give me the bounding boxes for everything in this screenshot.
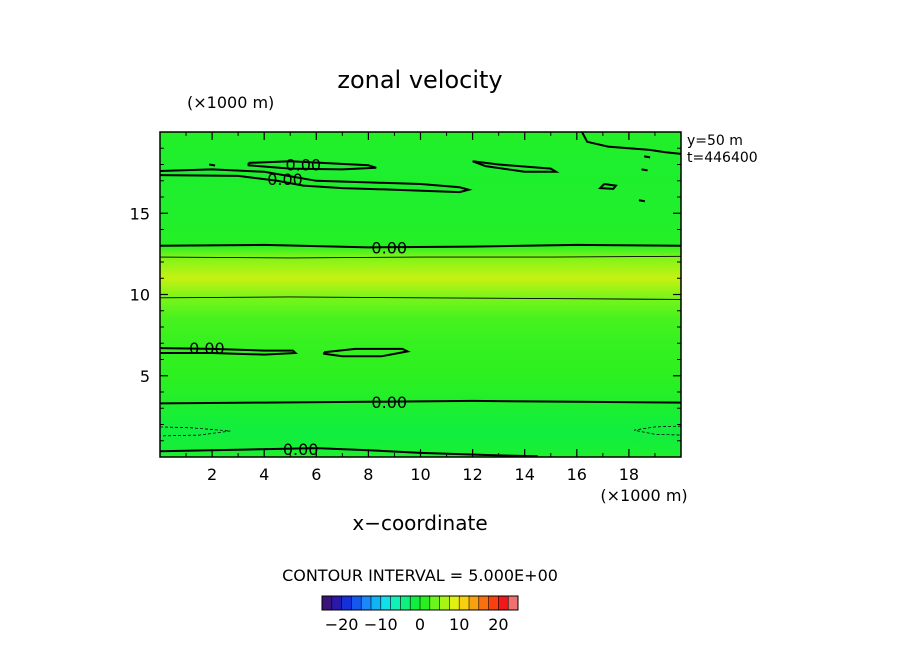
contour-label: 0.00 [371,238,407,257]
chart-title: zonal velocity [337,66,502,94]
contour-label: 0.00 [189,339,225,358]
colorbar-swatch [341,596,352,610]
colorbar-swatch [449,596,460,610]
contour-line-negative [160,426,231,437]
colorbar-swatch [420,596,431,610]
contour-label: 0.00 [371,393,407,412]
info-line: t=446400 [687,150,758,166]
contour-line-zero [581,132,681,155]
colorbar-swatch [331,596,342,610]
contour-line-fragment [638,199,646,203]
colorbar: −20 −10 0 10 20 [321,595,519,634]
colorbar-tick-label: −10 [364,615,398,634]
colorbar-tick-label: 0 [415,615,425,634]
contour-line-zero [160,243,681,249]
colorbar-tick-label: −20 [325,615,359,634]
contour-labels: 0.000.000.000.000.000.00 [189,156,407,459]
plot-info: y=50 mt=446400 [687,133,758,166]
colorbar-swatch [508,596,519,610]
contour-label: 0.00 [267,170,303,189]
contour-label: 0.00 [283,440,319,459]
info-line: y=50 m [687,133,743,149]
colorbar-swatch [371,596,382,610]
y-tick-label: 5 [140,367,150,386]
contour-line-negative [634,425,681,436]
colorbar-swatch [322,596,333,610]
x-tick-label: 4 [259,465,269,484]
contour-line-positive [160,255,681,259]
contour-line-fragment [643,155,651,159]
contour-line-zero [597,183,618,190]
y-tick-label: 10 [130,286,150,305]
colorbar-tick-label: 20 [488,615,508,634]
colorbar-swatch [439,596,450,610]
axes: 2 4 6 8 10 12 14 16 18 5 10 15 [130,132,681,484]
x-tick-label: 10 [410,465,430,484]
contour-line-zero [160,347,298,356]
colorbar-swatch [351,596,362,610]
colorbar-swatch [469,596,480,610]
x-tick-label: 16 [567,465,587,484]
colorbar-swatch [361,596,372,610]
contour-line-fragment [641,168,648,172]
colorbar-swatch [488,596,499,610]
colorbar-swatch [429,596,440,610]
contour-line-zero [247,160,377,171]
colorbar-tick-label: 10 [449,615,469,634]
colorbar-swatch [498,596,509,610]
x-tick-label: 12 [462,465,482,484]
contour-line-fragment [208,163,216,167]
colorbar-swatch [400,596,411,610]
x-tick-label: 2 [207,465,217,484]
colorbar-swatch [380,596,391,610]
x-tick-label: 18 [619,465,639,484]
x-tick-label: 8 [363,465,373,484]
colorbar-swatch [478,596,489,610]
contour-line-zero [160,399,681,405]
colorbar-swatch [390,596,401,610]
velocity-field [160,132,681,457]
y-axis-unit: (×1000 m) [187,93,274,112]
contour-label: 0.00 [285,156,321,175]
contour-line-positive [160,296,681,300]
x-axis-label: x−coordinate [352,511,487,535]
contour-interval-label: CONTOUR INTERVAL = 5.000E+00 [282,566,558,585]
x-tick-label: 14 [515,465,535,484]
colorbar-swatch [410,596,421,610]
contour-line-zero [160,168,473,194]
contour-line-zero [323,347,411,358]
x-tick-label: 6 [311,465,321,484]
contour-line-zero [472,160,560,173]
colorbar-swatch [459,596,470,610]
x-axis-unit: (×1000 m) [600,486,687,505]
y-tick-label: 15 [130,204,150,223]
